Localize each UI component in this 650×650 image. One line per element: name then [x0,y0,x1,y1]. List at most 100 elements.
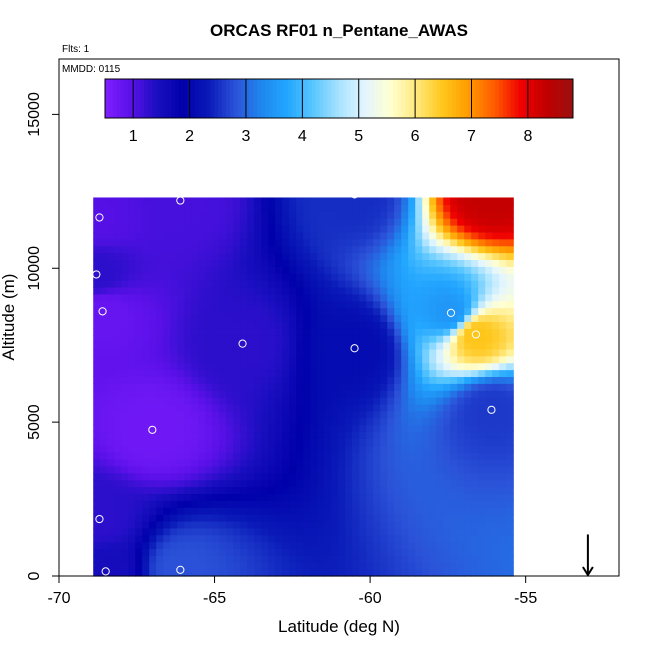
heatmap-cell [436,410,444,419]
heatmap-cell [289,376,297,384]
heatmap-cell [254,211,262,219]
heatmap-cell [93,225,101,233]
heatmap-cell [373,445,381,453]
heatmap-cell [233,390,241,398]
heatmap-cell [142,328,150,336]
heatmap-cell [485,348,493,357]
heatmap-cell [394,369,402,378]
heatmap-cell [401,238,409,247]
heatmap-cell [219,280,227,288]
heatmap-cell [380,397,388,405]
heatmap-cell [359,335,367,343]
heatmap-cell [506,314,514,322]
heatmap-cell [443,362,451,371]
heatmap-cell [436,417,444,426]
heatmap-cell [184,342,192,350]
heatmap-cell [163,286,171,295]
heatmap-cell [492,348,500,357]
heatmap-cell [464,445,472,453]
heatmap-cell [205,424,213,433]
heatmap-cell [443,307,451,316]
heatmap-cell [100,527,108,536]
heatmap-cell [401,424,409,433]
heatmap-cell [247,410,255,419]
heatmap-cell [506,211,514,219]
heatmap-cell [191,293,199,302]
heatmap-cell [240,293,248,302]
heatmap-cell [352,548,360,556]
heatmap-cell [100,397,108,405]
heatmap-cell [352,417,360,426]
heatmap-cell [478,335,486,343]
heatmap-cell [359,307,367,316]
heatmap-cell [275,362,283,371]
heatmap-cell [373,424,381,433]
heatmap-cell [359,514,367,522]
heatmap-cell [107,548,115,556]
heatmap-cell [142,403,150,412]
heatmap-cell [163,403,171,412]
heatmap-cell [156,321,164,329]
heatmap-cell [296,376,304,384]
heatmap-cell [205,225,213,233]
heatmap-cell [324,472,332,481]
heatmap-cell [135,541,143,550]
heatmap-cell [394,252,402,261]
heatmap-cell [233,355,241,364]
heatmap-cell [268,534,276,543]
heatmap-cell [345,280,353,288]
heatmap-cell [240,204,248,212]
heatmap-cell [282,562,290,570]
colorbar-segment [534,79,539,118]
heatmap-cell [261,376,269,384]
heatmap-cell [93,335,101,343]
heatmap-cell [506,300,514,309]
heatmap-cell [352,218,360,226]
heatmap-cell [142,259,150,267]
heatmap-cell [93,527,101,536]
heatmap-cell [352,507,360,515]
heatmap-cell [345,342,353,350]
heatmap-cell [380,286,388,295]
heatmap-cell [121,534,129,543]
heatmap-cell [184,520,192,529]
heatmap-cell [170,204,178,212]
heatmap-cell [485,376,493,384]
heatmap-cell [177,376,185,384]
heatmap-cell [282,362,290,371]
heatmap-cell [464,390,472,398]
heatmap-cell [254,286,262,295]
heatmap-cell [275,479,283,488]
heatmap-cell [191,321,199,329]
heatmap-cell [352,259,360,267]
heatmap-cell [373,369,381,378]
heatmap-cell [303,569,311,577]
heatmap-cell [128,211,136,219]
heatmap-cell [261,204,269,212]
heatmap-cell [464,403,472,412]
heatmap-cell [485,280,493,288]
heatmap-cell [394,238,402,247]
heatmap-cell [205,465,213,474]
heatmap-cell [450,321,458,329]
heatmap-cell [233,459,241,467]
heatmap-cell [289,431,297,439]
heatmap-cell [324,383,332,391]
heatmap-cell [436,376,444,384]
heatmap-cell [191,314,199,322]
heatmap-cell [191,486,199,495]
heatmap-cell [296,438,304,446]
heatmap-cell [464,293,472,302]
heatmap-cell [310,321,318,329]
heatmap-cell [163,438,171,446]
heatmap-cell [282,555,290,563]
heatmap-cell [240,459,248,467]
heatmap-cell [485,465,493,474]
heatmap-cell [296,314,304,322]
heatmap-cell [282,403,290,412]
heatmap-cell [429,259,437,267]
heatmap-cell [198,493,206,501]
heatmap-cell [121,507,129,515]
heatmap-cell [443,259,451,267]
heatmap-cell [394,452,402,460]
